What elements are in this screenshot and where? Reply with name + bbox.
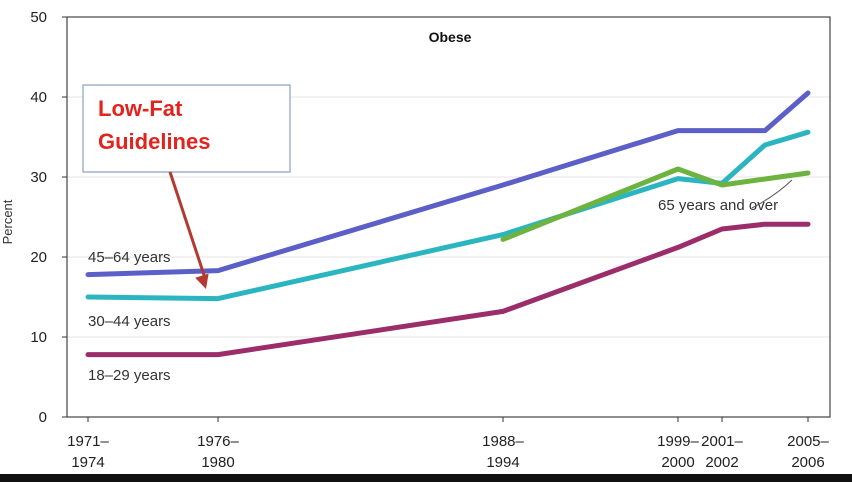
x-tick-label: 1994 — [486, 454, 519, 471]
chart-title: Obese — [429, 29, 472, 45]
series-label-18-29-years: 18–29 years — [88, 367, 171, 384]
x-tick-label: 1980 — [201, 454, 234, 471]
series-line-65-years-and-over — [500, 166, 811, 242]
plot-frame — [66, 16, 831, 418]
y-tick-label: 10 — [30, 329, 47, 346]
bottom-border — [0, 474, 852, 482]
series-lines — [85, 90, 811, 358]
y-tick-label: 20 — [30, 249, 47, 266]
series-label-30-44-years: 30–44 years — [88, 313, 171, 330]
annotation-arrow-head — [195, 273, 209, 289]
annotation-arrow-shaft — [168, 171, 208, 282]
x-tick-label: 1988– — [482, 433, 524, 450]
y-tick-label: 40 — [30, 89, 47, 106]
series-line-45-64-years — [85, 90, 811, 278]
axes: 0 10 20 30 40 50 1971– 1974 1976– 1980 1988– 1994 19… — [0, 9, 831, 471]
x-tick-label: 2000 — [661, 454, 694, 471]
x-tick-label: 1974 — [71, 454, 104, 471]
x-tick-label: 2005– — [787, 433, 829, 450]
x-tick-label: 1976– — [197, 433, 239, 450]
y-tick-label: 50 — [30, 9, 47, 26]
annotation-box — [82, 84, 291, 173]
y-axis-label: Percent — [0, 199, 15, 244]
x-tick-label: 2002 — [705, 454, 738, 471]
series-line-30-44-years — [85, 129, 811, 302]
x-tick-label: 1971– — [67, 433, 109, 450]
series-label-45-64-years: 45–64 years — [88, 249, 171, 266]
annotation: Low-Fat Guidelines — [82, 84, 291, 289]
series-labels: 45–64 years 30–44 years 65 years and over 1… — [88, 179, 793, 384]
y-tick-label: 30 — [30, 169, 47, 186]
x-tick-label: 1999– — [657, 433, 699, 450]
x-tick-label: 2006 — [791, 454, 824, 471]
grid — [67, 16, 830, 338]
y-tick-label: 0 — [39, 409, 47, 426]
annotation-text: Low-Fat — [98, 96, 183, 121]
series-line-18-29-years — [85, 221, 811, 358]
annotation-text: Guidelines — [98, 129, 210, 154]
x-tick-label: 2001– — [701, 433, 743, 450]
label-leader-line — [751, 179, 793, 209]
series-label-65-years-and-over: 65 years and over — [658, 197, 778, 214]
